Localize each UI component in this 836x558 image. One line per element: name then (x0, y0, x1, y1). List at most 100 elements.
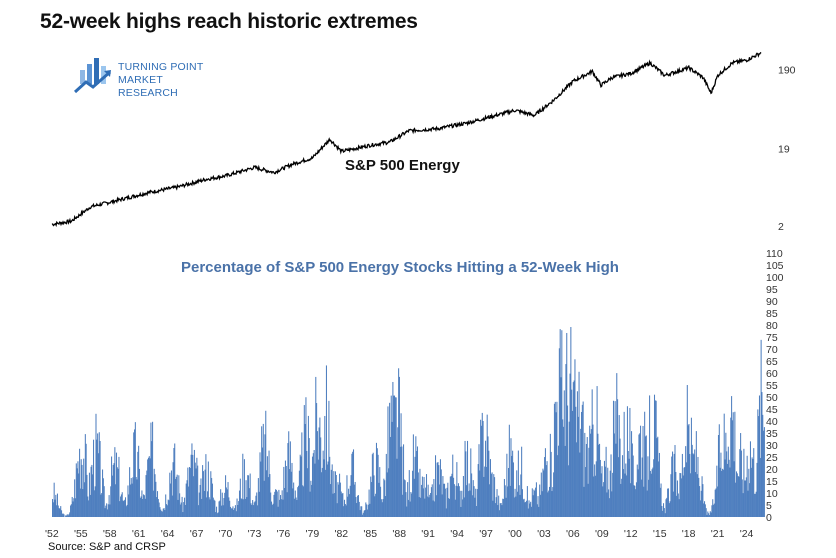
bar (168, 500, 170, 517)
bar (761, 392, 763, 517)
bar (232, 506, 234, 517)
bar (206, 497, 208, 517)
bar (207, 491, 209, 517)
bar (691, 444, 693, 517)
bar (471, 473, 473, 517)
x-tick-label: '67 (190, 528, 204, 540)
bar (470, 448, 472, 517)
bar (749, 441, 751, 517)
bar (646, 490, 648, 517)
bar (213, 499, 215, 517)
bar (369, 503, 371, 517)
bar (390, 395, 392, 517)
bar (517, 450, 519, 517)
bar (757, 409, 759, 517)
x-tick-label: '52 (45, 528, 59, 540)
bar (653, 459, 655, 517)
bar (432, 500, 434, 517)
bar (191, 443, 193, 517)
bar (305, 397, 307, 517)
bar (97, 453, 99, 517)
lower-y-axis: 0510152025303540455055606570758085909510… (766, 248, 784, 524)
bar (644, 436, 647, 517)
bar (59, 508, 61, 517)
bar (699, 486, 701, 517)
bar (434, 501, 436, 517)
bar (631, 431, 633, 517)
bar (549, 433, 551, 517)
bar (555, 412, 557, 517)
bar (339, 482, 341, 517)
bar (93, 490, 95, 517)
bar (239, 478, 241, 517)
bar (345, 505, 347, 517)
bar (158, 502, 160, 517)
bar (271, 504, 273, 517)
bar (72, 501, 74, 517)
bar (615, 443, 617, 517)
bar (350, 475, 352, 517)
bar (421, 476, 423, 517)
bar (207, 461, 209, 517)
bar (680, 473, 682, 517)
bar (676, 495, 678, 517)
bar (165, 494, 167, 517)
bar (674, 445, 676, 517)
bar (544, 457, 546, 517)
bar (604, 466, 606, 517)
bar (180, 502, 182, 517)
bar (316, 403, 318, 517)
bar (590, 429, 592, 517)
bar (360, 506, 362, 517)
bar (701, 476, 703, 517)
bar (90, 466, 92, 517)
bar (82, 489, 84, 517)
bar (89, 494, 91, 517)
bar (605, 446, 607, 517)
bar (498, 495, 500, 517)
bar (657, 436, 659, 517)
bar (121, 492, 123, 517)
bar (214, 500, 216, 517)
bar (209, 499, 211, 517)
bar (665, 499, 667, 517)
bar (714, 489, 716, 517)
bar (226, 489, 228, 517)
x-tick-label: '21 (711, 528, 725, 540)
bar (179, 504, 181, 517)
bar (263, 480, 265, 517)
bar (351, 453, 353, 517)
bar (343, 499, 346, 517)
bar (78, 473, 80, 517)
bar (129, 484, 131, 517)
bar (153, 468, 155, 517)
bar (526, 486, 528, 517)
bar (747, 490, 749, 517)
bar (517, 491, 519, 517)
bar (491, 472, 493, 517)
bar (687, 425, 689, 517)
bar (225, 475, 227, 517)
bar (112, 464, 114, 517)
bar (562, 426, 564, 517)
bar (746, 455, 748, 517)
bar (713, 503, 715, 517)
bar (65, 515, 67, 517)
bar (229, 506, 232, 517)
bar (346, 475, 348, 517)
bar (564, 445, 566, 517)
bar (234, 508, 236, 517)
bar (633, 485, 635, 517)
bar (405, 492, 407, 517)
x-tick-label: '73 (248, 528, 262, 540)
bar (245, 480, 247, 517)
bar (380, 499, 382, 517)
bar (394, 395, 396, 517)
logo-line-2: MARKET RESEARCH (118, 74, 178, 99)
bar (76, 468, 78, 517)
bar (539, 494, 542, 517)
bar (280, 495, 282, 517)
bar (454, 499, 456, 517)
bar (685, 462, 688, 517)
bar (237, 505, 239, 517)
